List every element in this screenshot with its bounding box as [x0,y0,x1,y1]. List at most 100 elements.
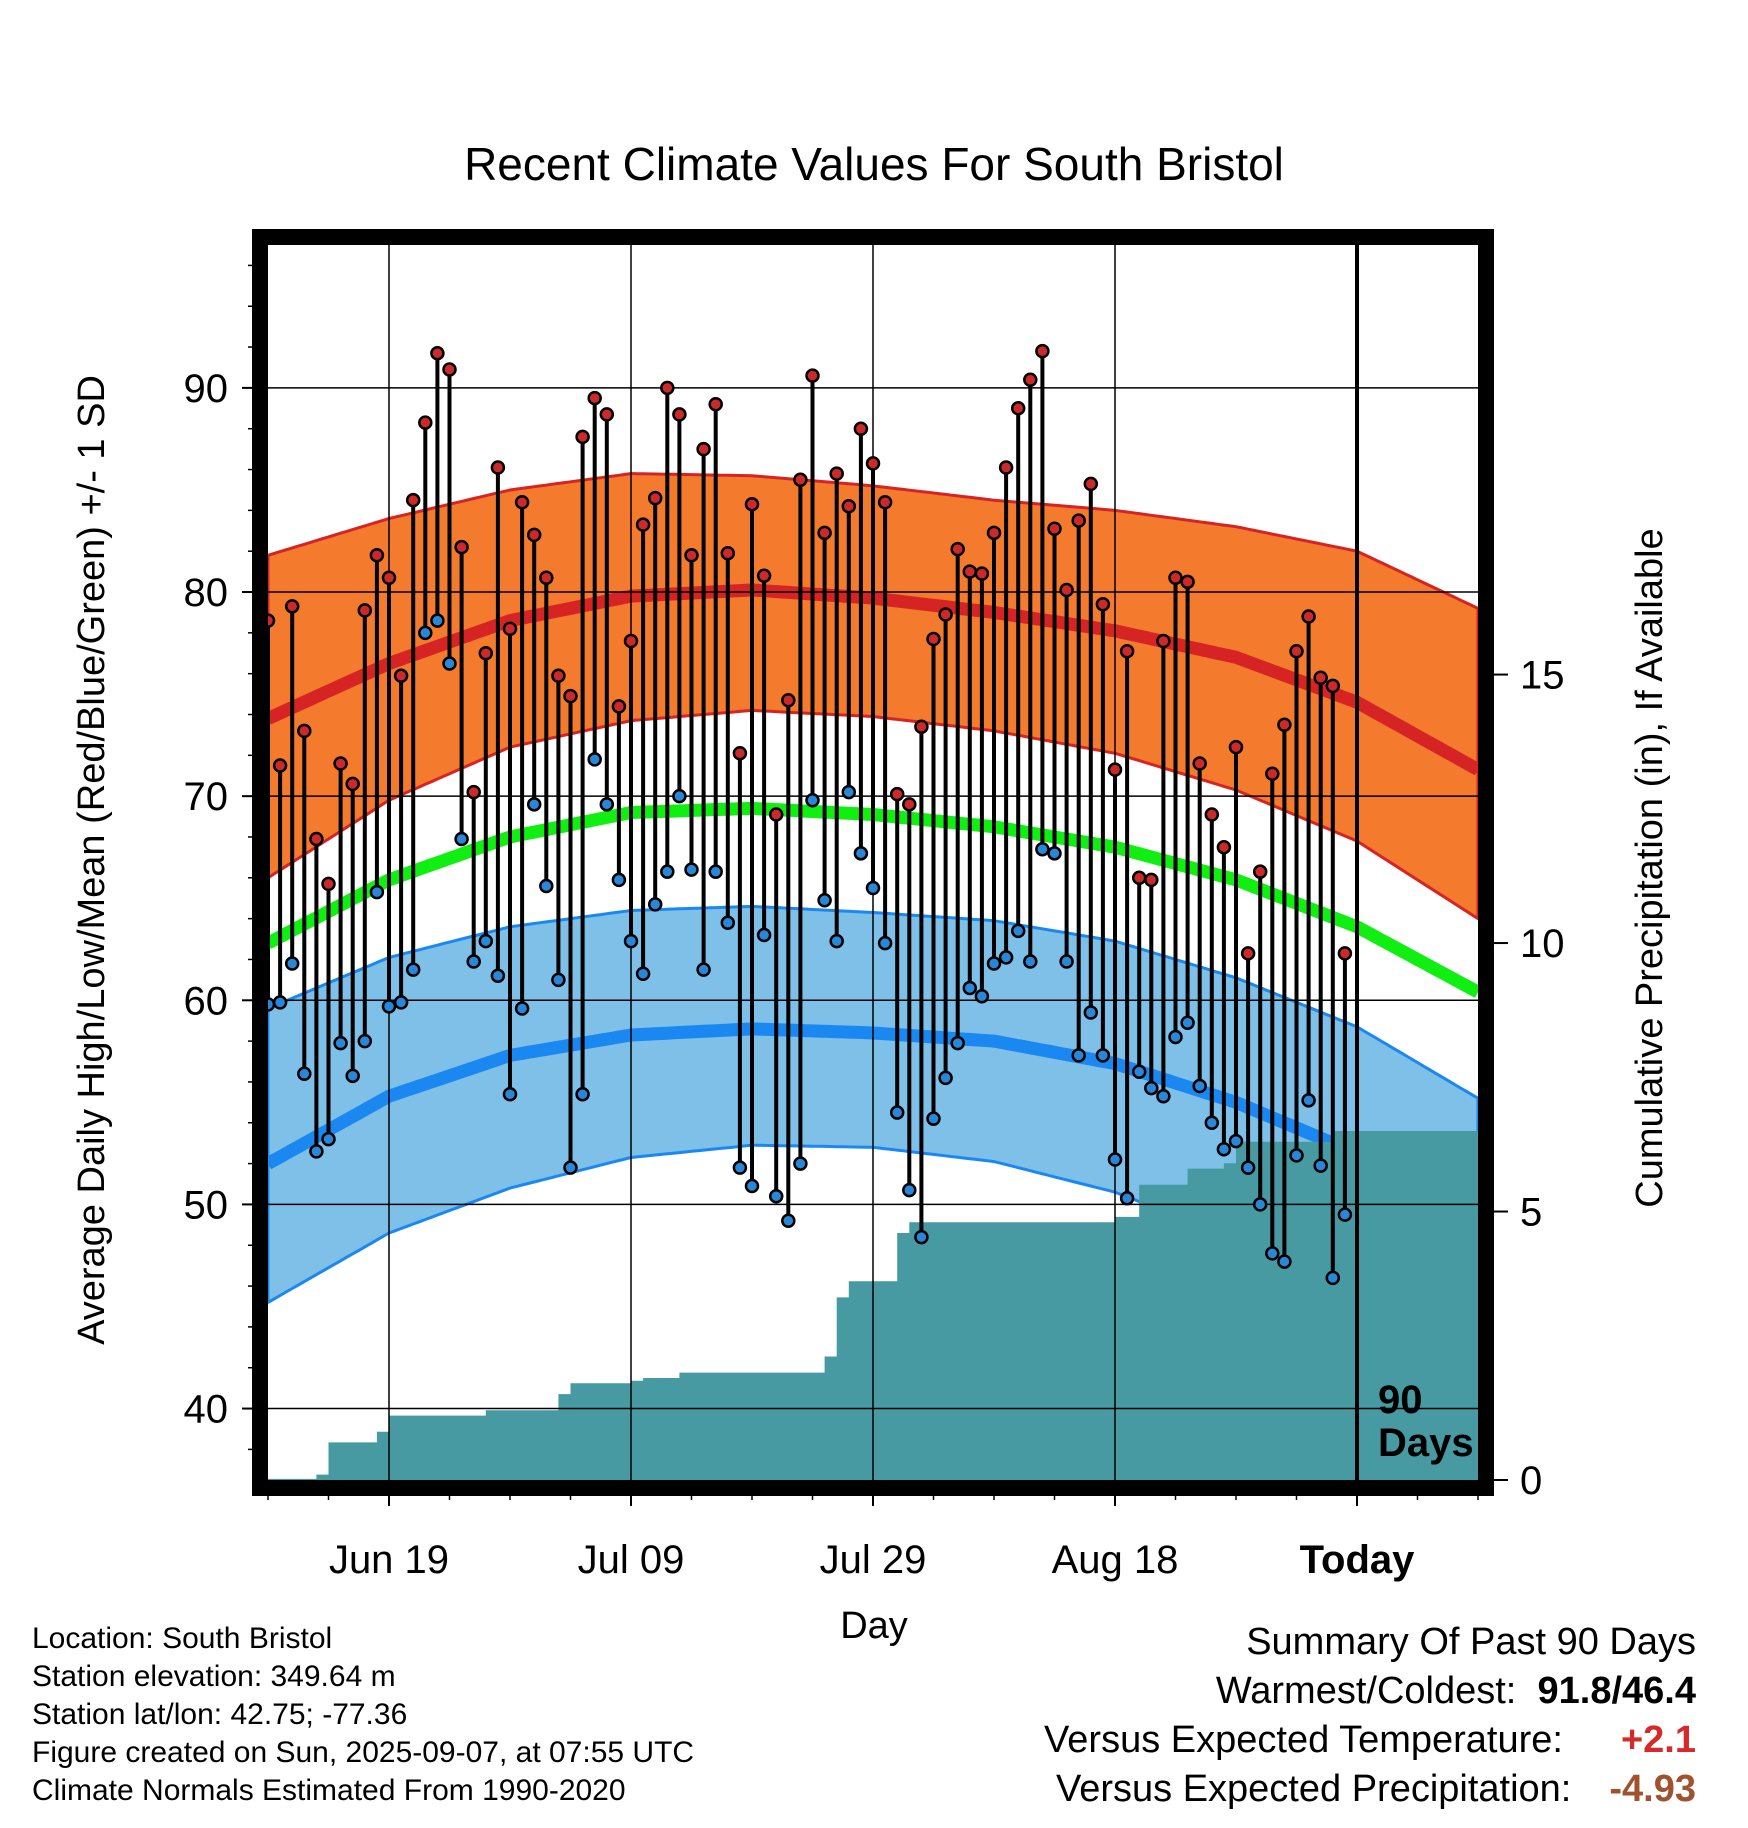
low-point-30 [611,872,627,888]
low-point-86 [1289,1148,1304,1163]
low-point-55 [914,1229,929,1245]
low-point-61 [986,956,1002,971]
high-point-25 [551,668,566,683]
low-point-38 [708,864,723,879]
x-axis-title: Day [840,1605,908,1647]
high-point-87 [1301,609,1316,624]
high-point-56 [926,631,941,647]
chart-title: Recent Climate Values For South Bristol [464,138,1284,190]
high-point-23 [526,527,542,543]
low-point-59 [962,980,978,996]
low-point-18 [466,954,481,969]
high-point-81 [1228,739,1244,755]
x-tick-label-3: Aug 18 [1052,1538,1179,1582]
high-point-37 [696,441,711,457]
high-point-43 [768,807,784,822]
low-point-68 [1071,1048,1086,1063]
high-point-24 [539,570,554,585]
low-point-33 [647,897,663,912]
low-point-9 [357,1033,373,1049]
high-point-49 [841,499,857,514]
high-point-31 [623,633,639,649]
low-point-58 [950,1035,965,1051]
low-point-3 [284,956,300,971]
low-point-72 [1119,1191,1135,1206]
info-latlon: Station lat/lon: 42.75; -77.36 [32,1698,408,1731]
low-point-78 [1192,1078,1207,1094]
info-elevation: Station elevation: 349.64 m [32,1660,396,1693]
high-point-61 [986,525,1002,541]
high-point-89 [1325,678,1341,694]
low-point-24 [539,878,554,894]
high-point-17 [454,539,469,555]
low-point-57 [938,1070,953,1086]
low-point-4 [297,1066,312,1082]
high-point-59 [962,564,978,579]
high-point-46 [805,368,820,383]
low-point-36 [684,862,699,877]
high-point-8 [345,776,360,792]
high-point-73 [1131,870,1147,886]
x-tick-label-2: Jul 29 [820,1538,927,1582]
low-point-23 [526,797,542,812]
low-point-60 [974,988,990,1004]
low-point-54 [902,1182,917,1198]
today-days-label-line1: 90 [1378,1378,1423,1422]
y2-tick-label-5: 5 [1520,1191,1542,1235]
summary-panel: Summary Of Past 90 Days Warmest/Coldest:… [1044,1618,1696,1814]
high-point-67 [1059,582,1074,598]
high-point-50 [853,421,869,436]
info-location: Location: South Bristol [32,1622,333,1655]
high-point-65 [1035,343,1050,359]
low-point-52 [877,935,893,951]
high-point-76 [1168,570,1183,585]
low-point-17 [454,831,469,847]
y-tick-label-80: 80 [184,571,229,615]
high-point-62 [998,460,1014,475]
warm-cold-separator: / [1611,1670,1623,1712]
low-point-64 [1023,954,1038,969]
low-point-75 [1156,1088,1171,1104]
summary-warm-cold: Warmest/Coldest: 91.8/46.4 [1044,1667,1696,1716]
high-point-44 [781,692,796,708]
temp-label: Versus Expected Temperature: [1044,1719,1563,1761]
low-point-11 [381,999,397,1014]
y-axis-title: Average Daily High/Low/Mean (Red/Blue/Gr… [71,375,113,1345]
high-point-7 [333,756,348,771]
low-point-42 [756,927,772,943]
high-point-74 [1144,872,1159,888]
high-point-27 [575,429,590,445]
high-point-47 [817,525,832,541]
high-point-70 [1095,597,1111,612]
y-tick-label-50: 50 [184,1183,229,1227]
high-point-12 [393,668,409,683]
high-point-3 [284,599,300,614]
low-point-69 [1083,1005,1099,1020]
high-point-35 [672,407,687,422]
high-point-16 [442,362,457,377]
low-point-74 [1144,1080,1159,1096]
warm-cold-label: Warmest/Coldest: [1215,1670,1517,1712]
high-point-15 [430,345,445,361]
daily-obs [260,343,1353,1286]
y-tick-label-70: 70 [184,775,229,819]
summary-temp: Versus Expected Temperature: +2.1 [1044,1716,1696,1765]
station-info: Location: South Bristol Station elevatio… [32,1620,694,1810]
high-point-64 [1023,372,1038,387]
low-point-82 [1240,1160,1256,1175]
low-point-73 [1131,1064,1147,1079]
low-point-39 [720,915,736,930]
x-tick-label-4: Today [1300,1538,1416,1582]
low-point-89 [1325,1270,1341,1286]
high-point-45 [793,472,808,488]
high-point-39 [720,545,736,561]
axes: 40 50 60 70 80 90 0 5 10 15 Jun 19 Jul 09 Jul 29 Aug … [184,229,1565,1582]
high-point-88 [1313,670,1328,686]
low-point-67 [1059,954,1074,969]
low-point-29 [599,797,615,812]
high-point-2 [272,758,288,773]
high-point-26 [563,688,578,704]
y-tick-label-40: 40 [184,1388,229,1432]
coldest-value: 46.4 [1622,1670,1696,1712]
